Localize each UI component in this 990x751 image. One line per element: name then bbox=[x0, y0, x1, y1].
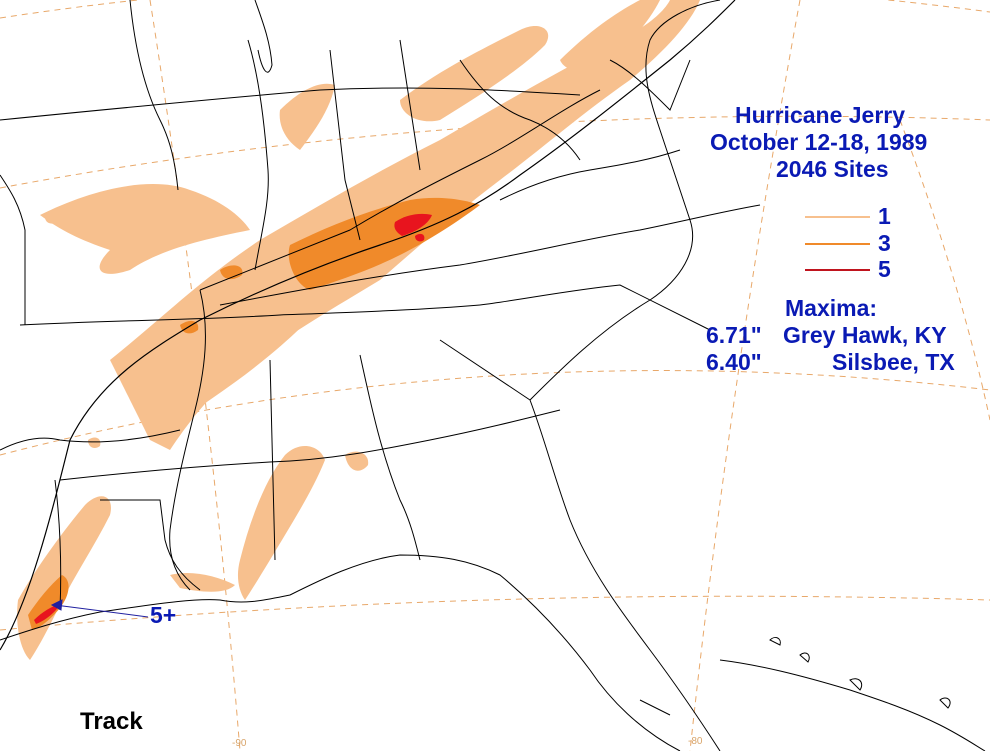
storm-track-line bbox=[0, 0, 736, 651]
peak-arrow-line bbox=[54, 604, 149, 618]
border-pa-wv bbox=[459, 59, 581, 161]
border-nc-sc bbox=[479, 284, 711, 331]
rain-band-alabama-east bbox=[345, 451, 369, 471]
border-mississippi-river bbox=[169, 289, 206, 591]
storm-track bbox=[0, 0, 736, 651]
rain-band-louisiana-coast bbox=[170, 573, 235, 592]
border-va bbox=[499, 149, 681, 201]
island-keys bbox=[639, 699, 671, 716]
rain-band-alabama bbox=[237, 445, 325, 600]
latitude-line-lower bbox=[0, 370, 990, 456]
legend-label-5: 5 bbox=[878, 256, 891, 282]
island-bahamas-2 bbox=[799, 652, 810, 663]
state-borders bbox=[0, 0, 761, 751]
longitude-label-80: -80 bbox=[688, 736, 703, 747]
border-iowa bbox=[129, 0, 179, 191]
island-bahamas-4 bbox=[939, 697, 951, 709]
border-al-ga bbox=[359, 354, 421, 561]
legend-lines bbox=[805, 216, 870, 271]
coastline-florida-east bbox=[529, 399, 721, 751]
rain-band-midwest bbox=[279, 83, 335, 150]
border-md-de bbox=[609, 59, 691, 111]
longitude-label-90: -90 bbox=[232, 738, 247, 749]
border-lake-michigan bbox=[254, 0, 273, 73]
peak-label: 5+ bbox=[150, 602, 177, 628]
border-south-lat bbox=[59, 409, 561, 481]
border-north-lat bbox=[0, 87, 581, 121]
border-ga-sc bbox=[439, 339, 531, 401]
map-title-line-3: 2046 Sites bbox=[776, 156, 889, 182]
latitude-line-north bbox=[0, 0, 990, 19]
island-cuba bbox=[719, 659, 986, 751]
maxima-value-2: 6.40" bbox=[706, 349, 762, 375]
rain-peak-kentucky-2 bbox=[415, 233, 425, 242]
maxima-heading: Maxima: bbox=[785, 295, 878, 321]
border-indiana bbox=[329, 49, 361, 241]
rain-band-south bbox=[140, 290, 330, 427]
rain-peak-texas bbox=[34, 604, 60, 624]
rain-band-west bbox=[40, 184, 250, 274]
island-bahamas-1 bbox=[769, 637, 781, 646]
border-tn-south bbox=[19, 304, 481, 326]
border-ohio bbox=[399, 39, 421, 171]
rain-band-gulf-blob bbox=[88, 437, 101, 448]
rainfall-contour-5in bbox=[34, 213, 432, 624]
map-title-line-1: Hurricane Jerry bbox=[735, 102, 906, 128]
border-louisiana bbox=[100, 499, 201, 591]
map-title-line-2: October 12-18, 1989 bbox=[710, 129, 928, 155]
maxima-place-1: Grey Hawk, KY bbox=[783, 322, 947, 348]
peak-arrow-head bbox=[50, 599, 63, 611]
latitude-line-south bbox=[0, 595, 990, 631]
border-tn-ky bbox=[219, 204, 761, 306]
rainfall-contour-1in bbox=[17, 0, 700, 660]
border-illinois bbox=[247, 39, 269, 271]
caribbean-islands bbox=[639, 637, 986, 751]
legend-label-1: 1 bbox=[878, 203, 891, 229]
legend-label-3: 3 bbox=[878, 230, 891, 256]
longitude-line-east bbox=[689, 0, 801, 751]
border-ms-al bbox=[269, 359, 276, 561]
border-west-states bbox=[0, 174, 26, 325]
coastline-atlantic bbox=[529, 0, 721, 401]
peak-arrow bbox=[50, 599, 149, 618]
border-ohio-river bbox=[199, 89, 601, 291]
maxima-place-2: Silsbee, TX bbox=[832, 349, 955, 375]
rain-band-west-blob bbox=[44, 212, 60, 224]
longitude-line-far-east bbox=[899, 119, 990, 421]
longitude-line-west bbox=[149, 0, 241, 751]
island-bahamas-3 bbox=[849, 678, 863, 691]
rain-band-ohio bbox=[400, 25, 549, 122]
rain-peak-kentucky bbox=[394, 213, 432, 236]
maxima-value-1: 6.71" bbox=[706, 322, 762, 348]
coastline-gulf-atlantic bbox=[0, 554, 681, 751]
rain-band-northeast bbox=[560, 0, 660, 73]
track-label: Track bbox=[80, 708, 143, 735]
